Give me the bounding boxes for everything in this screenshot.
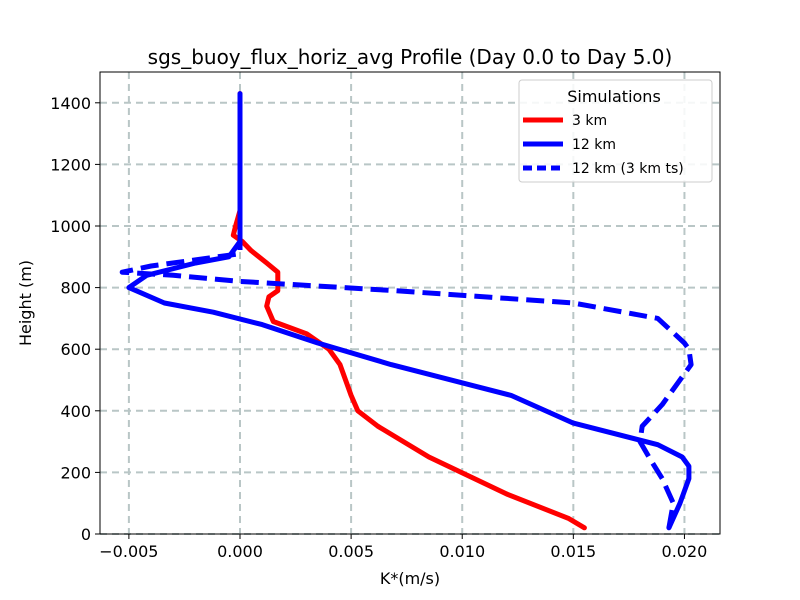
legend-label: 12 km (3 km ts) — [572, 161, 684, 177]
y-tick-label: 400 — [60, 402, 91, 421]
plot-frame — [99, 71, 721, 535]
legend-title: Simulations — [567, 87, 661, 106]
y-tick-label: 0 — [81, 525, 91, 544]
x-tick-label: −0.005 — [99, 542, 158, 561]
legend-label: 12 km — [572, 137, 616, 153]
x-tick-label: 0.020 — [662, 542, 708, 561]
series-line-3 — [119, 93, 694, 529]
chart-title: sgs_buoy_flux_horiz_avg Profile (Day 0.0… — [148, 45, 673, 69]
y-axis-label: Height (m) — [16, 260, 35, 346]
legend-entries: 3 km 12 km 12 km (3 km ts) — [523, 113, 684, 177]
y-tick-label: 800 — [60, 279, 91, 298]
y-tick-label: 200 — [60, 463, 91, 482]
x-tick-label: 0.010 — [439, 542, 485, 561]
y-tick-label: 1200 — [50, 155, 91, 174]
plot-series — [119, 91, 694, 531]
y-tick-label: 600 — [60, 340, 91, 359]
x-axis-ticks: −0.005 0.000 0.005 0.010 0.015 0.020 — [99, 534, 707, 561]
legend-box — [518, 79, 713, 183]
x-tick-label: 0.000 — [217, 542, 263, 561]
legend: Simulations 3 km 12 km 12 km (3 km ts) — [518, 79, 713, 183]
y-tick-label: 1000 — [50, 217, 91, 236]
y-axis-ticks: 0 200 400 600 800 1000 1200 1400 — [50, 94, 100, 544]
x-tick-label: 0.015 — [550, 542, 596, 561]
legend-label: 3 km — [572, 113, 607, 129]
series-line-1 — [230, 91, 587, 531]
x-tick-label: 0.005 — [328, 542, 374, 561]
x-axis-label: K*(m/s) — [380, 569, 440, 588]
y-tick-label: 1400 — [50, 94, 91, 113]
series-line-2 — [126, 91, 692, 531]
